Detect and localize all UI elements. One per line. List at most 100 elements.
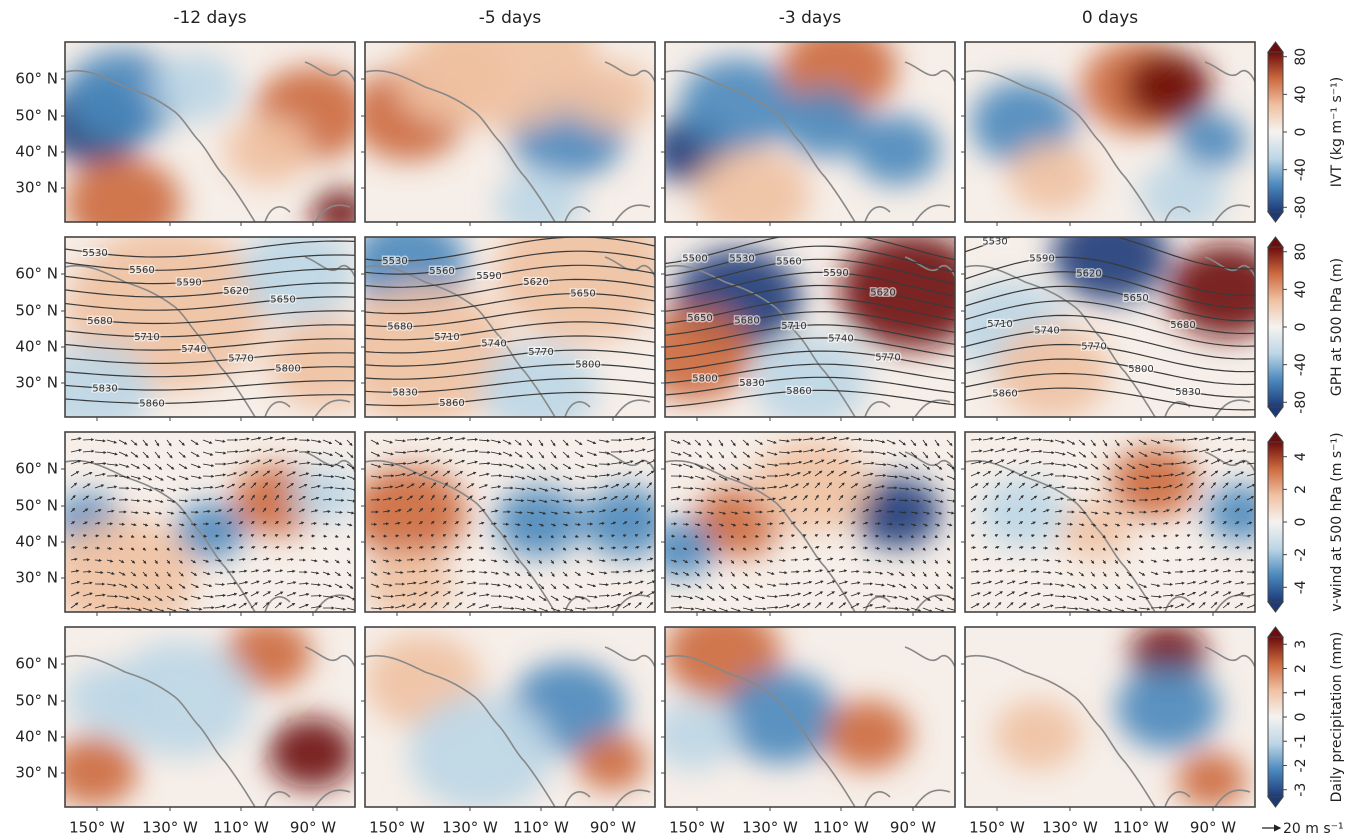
lat-tick-label: 40° N bbox=[15, 143, 58, 161]
lat-tick-label: 50° N bbox=[15, 302, 58, 320]
map-panel bbox=[351, 0, 656, 239]
contour-label: 5500 bbox=[682, 253, 707, 264]
lon-tick-label: 150° W bbox=[369, 819, 425, 837]
wind-vector bbox=[395, 463, 406, 464]
contour-label: 5710 bbox=[987, 319, 1012, 330]
contour-label: 5590 bbox=[1029, 254, 1054, 265]
lat-tick-label: 30° N bbox=[15, 569, 58, 587]
field-blob bbox=[854, 115, 941, 185]
contour-label: 5860 bbox=[786, 386, 811, 397]
field-blob bbox=[651, 700, 738, 770]
contour-label: 5740 bbox=[181, 344, 206, 355]
contour-label: 5680 bbox=[734, 316, 759, 327]
map-panel bbox=[645, 432, 957, 612]
field-blob bbox=[496, 487, 583, 557]
contour-label: 5770 bbox=[1081, 341, 1106, 352]
colorbar-extend bbox=[1268, 797, 1283, 807]
contour-label: 5740 bbox=[481, 339, 506, 350]
contour-label: 5650 bbox=[687, 313, 712, 324]
map-panel bbox=[365, 627, 655, 812]
lat-tick-label: 40° N bbox=[15, 728, 58, 746]
field-blob bbox=[1177, 752, 1247, 808]
wind-vector bbox=[323, 536, 326, 537]
lat-tick-label: 30° N bbox=[15, 374, 58, 392]
vector-key-label: 20 m s⁻¹ bbox=[1283, 821, 1344, 837]
map-panel bbox=[51, 619, 356, 807]
wind-vector bbox=[503, 608, 514, 609]
contour-label: 5590 bbox=[176, 277, 201, 288]
map-panel bbox=[651, 607, 956, 807]
contour-label: 5650 bbox=[1123, 293, 1148, 304]
column-title: -3 days bbox=[779, 8, 842, 28]
colorbar-tick-label: -40 bbox=[1293, 158, 1309, 181]
field-blob bbox=[994, 700, 1081, 770]
map-panel bbox=[965, 40, 1255, 230]
colorbar-tick-label: -40 bbox=[1293, 353, 1309, 376]
lon-tick-label: 150° W bbox=[969, 819, 1025, 837]
lat-tick-label: 30° N bbox=[15, 179, 58, 197]
field-blob bbox=[994, 325, 1110, 419]
field-blob bbox=[268, 718, 355, 788]
contour-label: 5650 bbox=[270, 295, 295, 306]
colorbar bbox=[1268, 52, 1283, 212]
colorbar-extend bbox=[1268, 602, 1283, 612]
colorbar-tick-label: 40 bbox=[1293, 85, 1309, 103]
colorbar bbox=[1268, 247, 1283, 407]
wind-vector bbox=[1055, 596, 1065, 597]
column-title: 0 days bbox=[1082, 8, 1138, 28]
lon-tick-label: 130° W bbox=[142, 819, 198, 837]
contour-label: 5860 bbox=[139, 398, 164, 409]
field-blob bbox=[365, 550, 452, 620]
contour-label: 5560 bbox=[429, 266, 454, 277]
field-blob bbox=[577, 734, 647, 790]
contour-label: 5830 bbox=[392, 387, 417, 398]
colorbar-tick-label: -80 bbox=[1293, 391, 1309, 414]
contour-label: 5560 bbox=[129, 265, 154, 276]
colorbar-tick-label: 2 bbox=[1293, 664, 1309, 673]
lat-tick-label: 60° N bbox=[15, 460, 58, 478]
contour-label: 5710 bbox=[781, 321, 806, 332]
colorbar-label: v-wind at 500 hPa (m s⁻¹) bbox=[1329, 432, 1345, 611]
lon-tick-label: 110° W bbox=[1113, 819, 1169, 837]
colorbar-tick-label: 40 bbox=[1293, 280, 1309, 298]
map-panel: 5530559056205650568057105740577058005830… bbox=[951, 208, 1285, 419]
contour-label: 5800 bbox=[575, 359, 600, 370]
figure: -12 days-5 days-3 days0 days60° N50° N40… bbox=[0, 0, 1360, 839]
colorbar bbox=[1268, 442, 1283, 602]
field-blob bbox=[680, 58, 796, 152]
wind-vector bbox=[791, 547, 795, 548]
colorbar-tick-label: 0 bbox=[1293, 713, 1309, 722]
field-blob bbox=[1116, 666, 1220, 750]
contour-label: 5770 bbox=[228, 354, 253, 365]
colorbar-extend bbox=[1268, 237, 1283, 247]
lon-tick-label: 130° W bbox=[442, 819, 498, 837]
field-blob bbox=[1206, 485, 1276, 541]
contour-label: 5770 bbox=[528, 347, 553, 358]
contour-label: 5620 bbox=[223, 286, 248, 297]
contour-label: 5860 bbox=[439, 398, 464, 409]
wind-vector bbox=[755, 524, 760, 525]
field-blob bbox=[239, 226, 355, 320]
colorbar-tick-label: -3 bbox=[1293, 783, 1309, 797]
wind-vector bbox=[83, 571, 91, 572]
wind-vector bbox=[1031, 547, 1035, 548]
lon-tick-label: 90° W bbox=[890, 819, 936, 837]
contour-label: 5590 bbox=[476, 271, 501, 282]
contour-label: 5710 bbox=[134, 332, 159, 343]
colorbar-tick-label: -1 bbox=[1293, 734, 1309, 748]
contour-label: 5590 bbox=[823, 268, 848, 279]
colorbar-extend bbox=[1268, 407, 1283, 417]
field-blob bbox=[409, 695, 554, 812]
contour-label: 5800 bbox=[275, 363, 300, 374]
wind-vector bbox=[323, 487, 333, 488]
lat-tick-label: 60° N bbox=[15, 265, 58, 283]
lon-tick-label: 150° W bbox=[669, 819, 725, 837]
lat-tick-label: 40° N bbox=[15, 533, 58, 551]
contour-label: 5650 bbox=[570, 289, 595, 300]
colorbar-label: GPH at 500 hPa (m) bbox=[1329, 258, 1345, 396]
map-panel: 5530556055905620565056805710574057705800… bbox=[36, 226, 384, 437]
field-blob bbox=[752, 439, 868, 533]
field-blob bbox=[825, 700, 912, 770]
lon-tick-label: 130° W bbox=[1042, 819, 1098, 837]
wind-vector bbox=[479, 572, 487, 573]
